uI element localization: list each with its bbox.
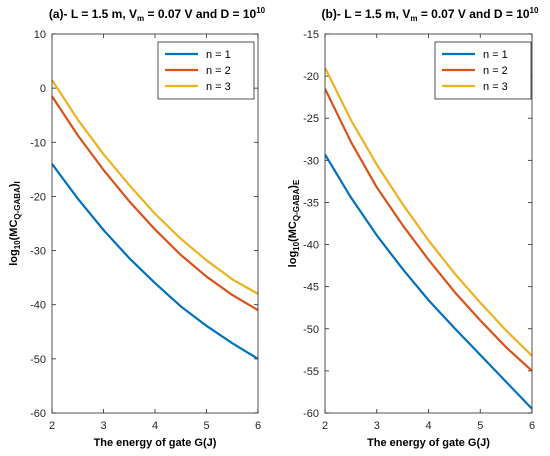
legend-label-n3: n = 3 (206, 81, 231, 93)
text-span: I (13, 181, 22, 183)
legend: n = 1 n = 2 n = 3 (157, 41, 255, 100)
x-tick-label: 6 (255, 420, 261, 432)
legend-label-n1: n = 1 (483, 49, 508, 61)
text-span: 10 (256, 6, 265, 15)
text-span: Q-GABA (13, 187, 22, 220)
y-tick-label: -50 (30, 354, 46, 366)
y-tick-label: -35 (303, 197, 319, 209)
series-line-n2 (325, 88, 532, 372)
text-span: = 0.07 V and D = 10 (417, 7, 529, 21)
y-axis-label: log10(MCQ-GABA)I (8, 181, 22, 266)
legend-label-n1: n = 1 (206, 49, 231, 61)
y-tick-label: -50 (303, 324, 319, 336)
text-span: E (292, 179, 301, 185)
text-span: log (8, 249, 20, 266)
y-axis-label: log10(MCQ-GABA)E (287, 179, 301, 267)
text-span: ) (8, 183, 20, 187)
y-tick-label: -20 (30, 191, 46, 203)
text-span: m (137, 14, 144, 23)
axes-frame (324, 33, 533, 414)
series-line-n1 (52, 163, 258, 360)
text-span: (MC (8, 220, 20, 241)
text-span: Q-GABA (292, 188, 301, 221)
series-line-n1 (325, 153, 532, 410)
chart-panel-b: (b)- L = 1.5 m, Vm = 0.07 V and D = 1010… (287, 6, 539, 449)
text-span: m (410, 14, 417, 23)
x-tick-label: 2 (49, 420, 55, 432)
x-tick-label: 2 (322, 420, 328, 432)
x-tick-label: 4 (152, 420, 158, 432)
y-tick-label: -10 (30, 137, 46, 149)
x-tick-label: 6 (529, 420, 535, 432)
x-tick-label: 4 (425, 420, 431, 432)
x-axis-label: The energy of gate G(J) (367, 437, 490, 449)
x-axis-label: The energy of gate G(J) (94, 437, 217, 449)
text-span: log (287, 251, 299, 268)
text-span: ) (287, 185, 299, 189)
legend-label-n2: n = 2 (206, 65, 231, 77)
y-tick-label: -30 (30, 246, 46, 258)
y-tick-label: -40 (303, 240, 319, 252)
legend: n = 1 n = 2 n = 3 (434, 41, 532, 100)
series-line-n3 (325, 67, 532, 357)
y-tick-label: -30 (303, 155, 319, 167)
text-span: 10 (13, 240, 22, 249)
x-tick-label: 5 (477, 420, 483, 432)
y-tick-label: 10 (34, 29, 46, 41)
y-tick-label: -55 (303, 366, 319, 378)
chart-panel-a: (a)- L = 1.5 m, Vm = 0.07 V and D = 1010… (8, 6, 266, 449)
series-line-n3 (52, 79, 258, 295)
axes-frame (51, 33, 259, 414)
x-tick-label: 3 (374, 420, 380, 432)
y-tick-label: -45 (303, 282, 319, 294)
y-tick-label: -15 (303, 29, 319, 41)
y-tick-label: -40 (30, 300, 46, 312)
y-tick-label: -60 (30, 408, 46, 420)
text-span: 10 (292, 241, 301, 250)
x-tick-label: 5 (203, 420, 209, 432)
legend-label-n3: n = 3 (483, 81, 508, 93)
y-tick-label: -25 (303, 113, 319, 125)
text-span: = 0.07 V and D = 10 (144, 7, 256, 21)
legend-label-n2: n = 2 (483, 65, 508, 77)
chart-title: (a)- L = 1.5 m, Vm = 0.07 V and D = 1010 (49, 6, 266, 23)
chart-title: (b)- L = 1.5 m, Vm = 0.07 V and D = 1010 (322, 6, 539, 23)
y-tick-label: -60 (303, 408, 319, 420)
y-tick-label: 0 (40, 83, 46, 95)
x-tick-label: 3 (100, 420, 106, 432)
text-span: (a)- L = 1.5 m, V (49, 7, 137, 21)
text-span: 10 (530, 6, 539, 15)
text-span: (b)- L = 1.5 m, V (322, 7, 411, 21)
y-tick-label: -20 (303, 71, 319, 83)
text-span: (MC (287, 221, 299, 242)
series-line-n2 (52, 95, 258, 312)
